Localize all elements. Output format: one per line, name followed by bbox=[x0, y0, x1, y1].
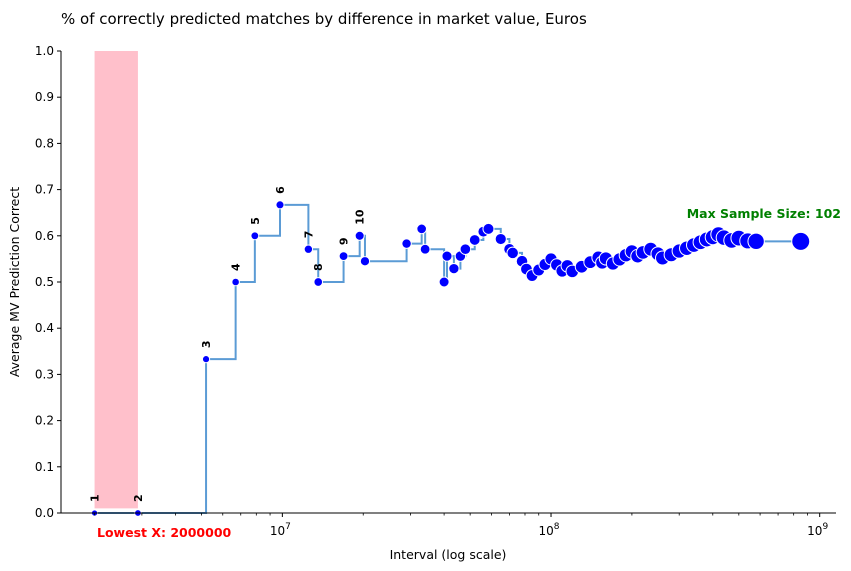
y-tick-label: 0.9 bbox=[35, 90, 54, 104]
data-point bbox=[747, 232, 765, 251]
y-tick-label: 0.4 bbox=[35, 321, 54, 335]
sample-size-label: 9 bbox=[338, 237, 351, 245]
x-axis-label: Interval (log scale) bbox=[390, 547, 507, 562]
data-point bbox=[201, 355, 211, 364]
data-point bbox=[401, 238, 412, 249]
data-point bbox=[250, 231, 260, 241]
data-point bbox=[494, 232, 507, 246]
sample-size-label: 4 bbox=[230, 263, 243, 271]
data-point bbox=[791, 231, 811, 251]
max-sample-annotation: Max Sample Size: 102 bbox=[687, 206, 841, 221]
data-point bbox=[459, 243, 472, 256]
x-tick-label: 107 bbox=[270, 522, 291, 538]
data-point bbox=[231, 277, 240, 287]
data-point bbox=[441, 250, 453, 262]
data-point bbox=[438, 276, 450, 288]
x-tick-label: 108 bbox=[539, 522, 560, 538]
y-tick-label: 0.1 bbox=[35, 460, 54, 474]
y-tick-label: 0.8 bbox=[35, 136, 54, 150]
y-tick-label: 0.5 bbox=[35, 275, 54, 289]
data-point bbox=[303, 244, 314, 254]
lowest-region bbox=[94, 51, 138, 509]
sample-size-label: 3 bbox=[200, 340, 213, 348]
sample-size-label: 2 bbox=[132, 494, 145, 502]
y-tick-label: 0.2 bbox=[35, 414, 54, 428]
y-tick-label: 0.0 bbox=[35, 506, 54, 520]
data-point bbox=[482, 222, 495, 235]
data-point bbox=[468, 234, 481, 246]
sample-size-label: 7 bbox=[302, 231, 315, 239]
y-tick-label: 0.3 bbox=[35, 367, 54, 381]
data-point bbox=[416, 223, 427, 235]
data-point bbox=[338, 251, 349, 262]
data-point bbox=[313, 277, 324, 287]
data-point bbox=[419, 243, 431, 255]
sample-size-label: 1 bbox=[89, 494, 102, 502]
sample-size-label: 5 bbox=[249, 217, 262, 225]
sample-size-label: 8 bbox=[312, 263, 325, 271]
data-point bbox=[359, 256, 371, 267]
y-axis-label: Average MV Prediction Correct bbox=[7, 187, 22, 377]
data-point bbox=[275, 200, 285, 210]
data-point bbox=[448, 262, 460, 275]
data-point bbox=[354, 230, 365, 241]
y-tick-label: 0.7 bbox=[35, 183, 54, 197]
x-tick-label: 109 bbox=[807, 522, 828, 538]
y-tick-label: 0.6 bbox=[35, 229, 54, 243]
sample-size-label: 10 bbox=[354, 209, 367, 225]
lowest-x-annotation: Lowest X: 2000000 bbox=[97, 525, 232, 540]
y-tick-label: 1.0 bbox=[35, 44, 54, 58]
sample-size-label: 6 bbox=[274, 186, 287, 194]
data-point bbox=[506, 246, 519, 260]
chart-title: % of correctly predicted matches by diff… bbox=[61, 10, 587, 28]
